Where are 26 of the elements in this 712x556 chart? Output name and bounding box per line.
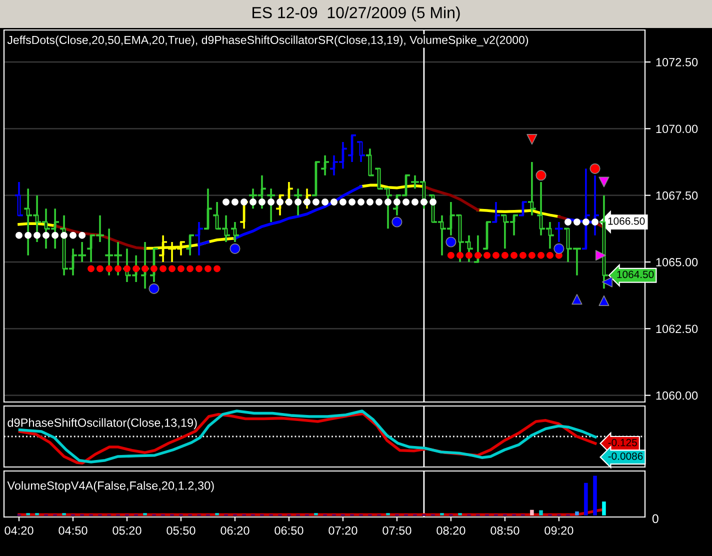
x-tick-label: 09:20 (544, 526, 574, 535)
text: 1064.50 (617, 270, 654, 278)
y-tick-label: 1065.00 (656, 258, 698, 266)
x-tick-label: 08:20 (436, 526, 466, 535)
data-label: -0.0086 (608, 452, 643, 460)
x-tick-label: 06:20 (220, 526, 250, 535)
x-tick-label: 04:50 (58, 526, 88, 535)
text: 0 (652, 514, 658, 524)
data-label: -0.125 (608, 438, 637, 446)
y-tick-label: 1062.50 (656, 324, 698, 334)
text: d9PhaseShiftOscillator(Close,13,19) (8, 418, 197, 430)
data-label: 1066.50 (608, 217, 645, 225)
chart-title: ES 12-09 10/27/2009 (5 Min) (252, 6, 460, 22)
x-tick-label: 06:50 (274, 526, 304, 535)
x-tick-label: 05:20 (112, 526, 142, 535)
chart-title: VolumeStopV4A(False,False,20,1.2,30) (7, 481, 214, 492)
y-tick-label: 1060.00 (656, 391, 698, 400)
x-tick-label: 05:50 (166, 526, 196, 535)
x-tick-label: 04:20 (4, 526, 34, 535)
x-tick-label: 07:20 (328, 526, 358, 535)
y-tick-label: 1072.50 (656, 58, 698, 66)
y-tick-label: 1067.50 (656, 191, 698, 200)
x-tick-label: 07:50 (382, 526, 412, 535)
x-tick-label: 08:50 (490, 526, 520, 535)
y-tick-label: 1070.00 (656, 124, 698, 134)
chart-subtitle: JeffsDots(Close,20,50,EMA,20,True), d9PhaseShiftOscillatorSR(Close,13,19), VolumeSpike_v2(2000) (7, 36, 528, 46)
